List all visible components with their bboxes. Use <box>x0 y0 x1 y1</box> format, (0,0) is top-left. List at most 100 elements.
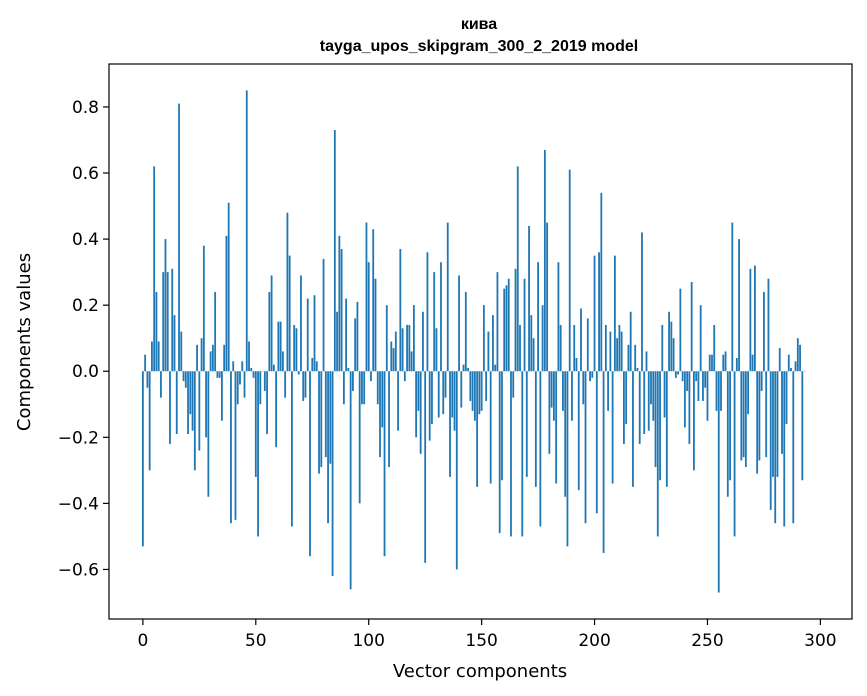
bar <box>706 371 709 421</box>
bar <box>259 371 262 405</box>
bar <box>248 341 250 372</box>
bar <box>543 149 546 372</box>
bar <box>144 354 147 372</box>
bar <box>772 371 774 477</box>
bar <box>311 358 314 372</box>
bar <box>690 282 693 372</box>
bar <box>440 262 442 372</box>
bar <box>686 371 689 392</box>
bar <box>555 371 558 484</box>
bar <box>577 371 580 491</box>
bar <box>331 371 334 577</box>
bar <box>774 371 777 524</box>
bar <box>767 278 770 372</box>
bar <box>751 354 754 372</box>
bar <box>758 371 761 461</box>
y-tick-label: 0.6 <box>72 164 99 184</box>
bar <box>796 338 799 372</box>
bar <box>279 321 282 372</box>
bar <box>160 371 162 398</box>
bar <box>550 371 553 408</box>
bar <box>458 275 460 372</box>
bar <box>485 371 488 401</box>
bar <box>202 245 205 372</box>
bar <box>306 298 309 372</box>
bar <box>482 305 485 372</box>
bar <box>385 305 388 372</box>
bar <box>501 371 503 481</box>
bar <box>318 371 320 474</box>
bar <box>749 268 752 372</box>
bar <box>783 371 786 527</box>
bar <box>354 318 357 372</box>
x-tick-label: 250 <box>691 631 723 651</box>
bar <box>717 371 720 593</box>
bar <box>595 371 598 514</box>
bar <box>769 371 772 510</box>
bar <box>573 324 576 372</box>
bar <box>336 311 338 372</box>
bar <box>747 371 750 415</box>
bar <box>315 361 318 372</box>
bar <box>559 324 562 372</box>
bar <box>548 371 551 454</box>
bar <box>641 232 643 372</box>
bar <box>178 103 180 372</box>
bar <box>397 371 399 431</box>
bar <box>399 249 402 372</box>
bar <box>557 262 560 372</box>
bar <box>799 344 801 372</box>
bar <box>239 371 241 385</box>
bar <box>607 371 609 411</box>
bar <box>148 371 151 471</box>
bar <box>453 371 456 431</box>
bar <box>744 371 747 468</box>
bar <box>313 295 316 372</box>
bar <box>374 278 377 372</box>
bar <box>489 371 492 484</box>
bar <box>722 354 725 372</box>
bar <box>778 348 781 372</box>
bar <box>151 341 153 372</box>
bar <box>162 272 165 372</box>
bar <box>164 239 167 372</box>
bar <box>277 321 280 372</box>
bar <box>293 324 296 372</box>
bar <box>153 166 156 372</box>
bar <box>180 331 183 372</box>
bar <box>539 371 542 527</box>
bar <box>209 351 212 372</box>
bar <box>616 338 619 372</box>
bar <box>243 371 246 398</box>
bar <box>627 344 630 372</box>
bar <box>333 130 336 372</box>
bar <box>252 371 255 378</box>
bar <box>668 311 670 372</box>
bar <box>205 371 208 438</box>
bar <box>525 371 528 477</box>
bar <box>647 371 650 431</box>
bar <box>381 371 384 428</box>
bar <box>530 315 533 372</box>
bar <box>713 324 716 372</box>
bar <box>661 324 664 372</box>
x-axis-label: Vector components <box>393 661 567 682</box>
plot-frame <box>108 63 853 620</box>
bar <box>715 371 718 411</box>
bar <box>245 90 248 372</box>
bar <box>665 371 668 487</box>
bar <box>735 358 738 372</box>
bar <box>320 371 323 468</box>
bar <box>519 324 521 372</box>
bar <box>794 361 797 372</box>
bar <box>236 371 239 405</box>
bar <box>297 371 300 375</box>
bar <box>575 358 578 372</box>
bar <box>175 371 178 434</box>
bar <box>444 371 447 398</box>
bar <box>763 291 765 372</box>
bar <box>629 311 632 372</box>
bar <box>338 235 341 372</box>
bar <box>365 222 368 372</box>
bar <box>352 371 354 392</box>
